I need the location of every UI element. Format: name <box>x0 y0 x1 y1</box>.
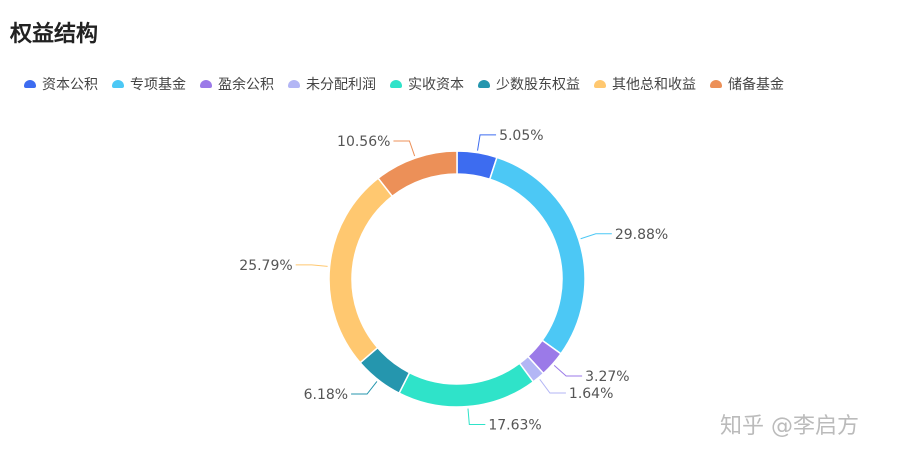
legend-item[interactable]: 盈余公积 <box>200 74 274 94</box>
legend-label: 未分配利润 <box>306 77 376 93</box>
legend-label: 专项基金 <box>130 77 186 93</box>
data-label: 6.18% <box>304 387 348 403</box>
legend-swatch-icon <box>594 80 606 88</box>
legend-swatch-icon <box>710 80 722 88</box>
label-leader-line <box>295 264 328 267</box>
legend-item[interactable]: 少数股东权益 <box>478 74 580 94</box>
legend-label: 盈余公积 <box>218 77 274 93</box>
data-label: 1.64% <box>569 386 613 402</box>
legend-label: 储备基金 <box>728 77 784 93</box>
label-leader-line <box>477 134 497 151</box>
donut-slice[interactable] <box>398 362 535 408</box>
legend-item[interactable]: 实收资本 <box>390 74 464 94</box>
legend-label: 少数股东权益 <box>496 77 580 93</box>
data-label: 10.56% <box>337 134 390 150</box>
legend-swatch-icon <box>24 80 36 88</box>
label-leader-line <box>393 140 416 157</box>
label-leader-line <box>539 378 566 394</box>
watermark: 知乎 @李启方 <box>720 414 859 439</box>
donut-slice[interactable] <box>488 156 586 355</box>
legend-swatch-icon <box>288 80 300 88</box>
legend-label: 实收资本 <box>408 77 464 93</box>
label-leader-line <box>351 381 378 395</box>
donut-slice[interactable] <box>377 150 458 198</box>
data-label: 29.88% <box>615 227 668 243</box>
legend-label: 资本公积 <box>42 77 98 93</box>
legend-item[interactable]: 储备基金 <box>710 74 784 94</box>
label-leader-line <box>467 408 486 425</box>
legend-label: 其他总和收益 <box>612 77 696 93</box>
legend-item[interactable]: 专项基金 <box>112 74 186 94</box>
legend-item[interactable]: 未分配利润 <box>288 74 376 94</box>
data-label: 3.27% <box>585 369 629 385</box>
data-label: 17.63% <box>488 417 541 433</box>
donut-slice[interactable] <box>328 177 394 364</box>
label-leader-line <box>553 364 583 377</box>
chart-title: 权益结构 <box>10 22 99 47</box>
label-leader-line <box>580 233 612 240</box>
legend-item[interactable]: 其他总和收益 <box>594 74 696 94</box>
data-label: 25.79% <box>239 258 292 274</box>
legend-item[interactable]: 资本公积 <box>24 74 98 94</box>
legend: 资本公积 专项基金 盈余公积 未分配利润 实收资本 少数股东权益 其他总和收益 储备基金 <box>24 74 784 94</box>
data-label: 5.05% <box>499 128 543 144</box>
legend-swatch-icon <box>478 80 490 88</box>
legend-swatch-icon <box>200 80 212 88</box>
legend-swatch-icon <box>112 80 124 88</box>
legend-swatch-icon <box>390 80 402 88</box>
